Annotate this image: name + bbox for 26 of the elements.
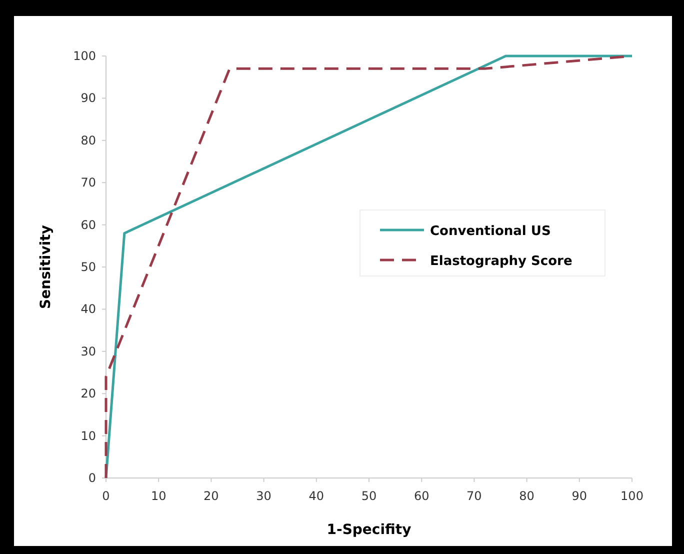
x-tick-label: 90: [572, 489, 588, 503]
x-tick-label: 10: [150, 489, 166, 503]
x-tick-label: 40: [308, 489, 324, 503]
y-tick-label: 70: [80, 176, 96, 190]
x-tick-label: 20: [204, 489, 219, 503]
x-axis-title: 1-Specifity: [326, 522, 412, 538]
y-axis-title: Sensitivity: [38, 225, 54, 309]
x-tick-label: 80: [519, 489, 534, 503]
y-tick-label: 0: [88, 471, 96, 485]
x-tick-label: 0: [102, 489, 110, 503]
x-tick-label: 60: [414, 489, 430, 503]
y-tick-label: 60: [80, 218, 96, 232]
legend-label: Conventional US: [430, 224, 551, 239]
y-tick-label: 10: [80, 428, 96, 443]
legend-label: Elastography Score: [430, 254, 572, 269]
y-tick-label: 40: [80, 302, 96, 316]
x-tick-label: 30: [256, 489, 272, 503]
x-tick-label: 70: [466, 489, 482, 503]
y-tick-label: 20: [80, 386, 96, 401]
y-tick-label: 30: [80, 344, 96, 358]
x-tick-label: 100: [620, 489, 644, 503]
y-tick-label: 50: [80, 260, 96, 274]
y-tick-label: 90: [80, 91, 96, 106]
y-tick-label: 100: [73, 49, 96, 63]
y-tick-label: 80: [80, 133, 96, 148]
x-tick-label: 50: [361, 489, 377, 503]
